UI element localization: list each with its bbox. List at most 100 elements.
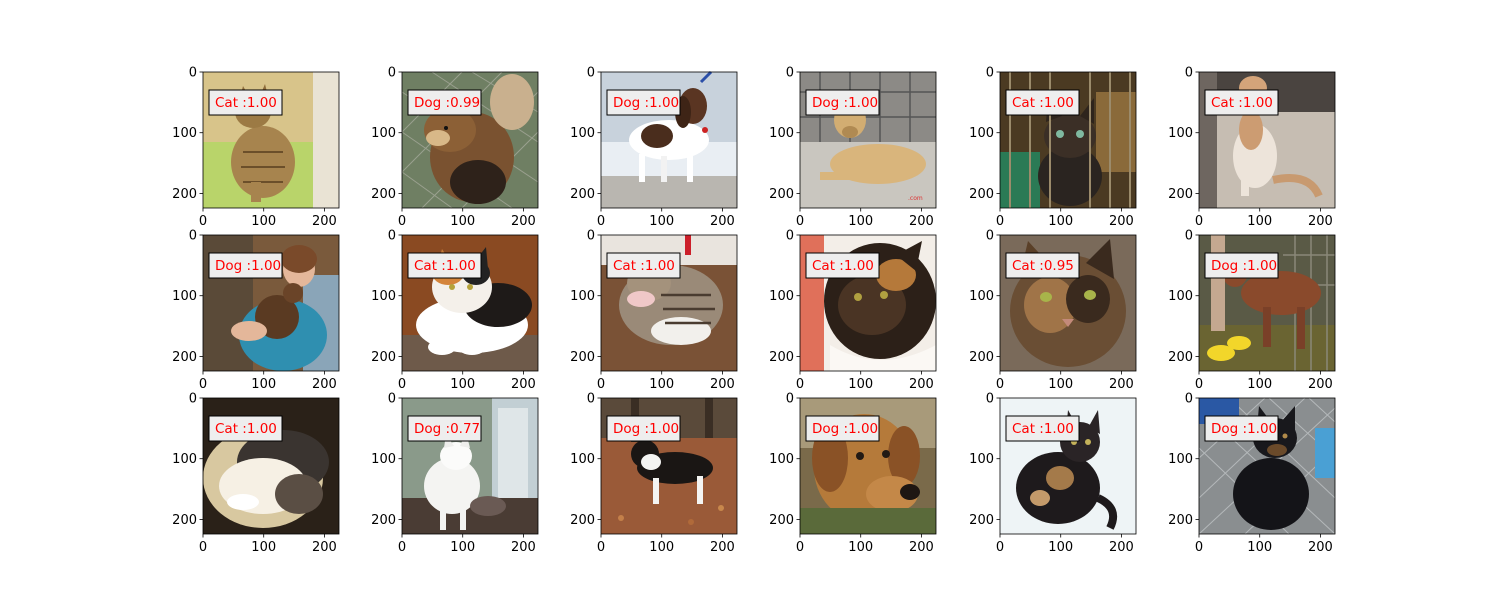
x-tick-label: 100: [1247, 377, 1272, 392]
prediction-label: Dog :1.00: [613, 95, 679, 111]
prediction-label: Dog :1.00: [1211, 258, 1277, 274]
y-tick-label: 100: [1168, 452, 1193, 467]
y-tick-label: 0: [986, 229, 994, 244]
axes-frame: [999, 71, 1137, 209]
y-tick-label: 0: [189, 66, 197, 81]
image-panel: fluffy white cat standing indoors0 100 200…: [371, 392, 539, 555]
y-tick-label: 100: [570, 289, 595, 304]
x-tick-label: 200: [710, 377, 735, 392]
y-tick-label: 0: [388, 229, 396, 244]
x-tick-label: 0: [996, 540, 1004, 555]
x-tick-label: 100: [251, 214, 276, 229]
x-tick-label: 100: [450, 540, 475, 555]
axes-frame: [799, 71, 937, 209]
image-panel: tortoiseshell kitten behind cage bars0 10…: [969, 66, 1137, 229]
y-tick-label: 100: [969, 452, 994, 467]
image-panel: black dog sitting by a chain-link fence0…: [1168, 392, 1336, 555]
y-tick-label: 200: [172, 187, 197, 202]
prediction-label-box: [805, 252, 880, 279]
image-panel: brown and white dachshund on a leash0 100…: [570, 66, 739, 229]
axes-frame: [202, 234, 340, 372]
y-tick-label: 200: [371, 350, 396, 365]
prediction-label: Dog :1.00: [613, 421, 679, 437]
image-panel: close-up of brown dog face0 100 2000100200…: [769, 392, 937, 555]
x-tick-label: 0: [398, 540, 406, 555]
y-tick-label: 0: [986, 66, 994, 81]
y-tick-label: 0: [587, 66, 595, 81]
prediction-label-box: [1204, 252, 1279, 279]
x-tick-label: 100: [1048, 540, 1073, 555]
prediction-label: Dog :1.00: [812, 421, 878, 437]
y-tick-label: 100: [769, 452, 794, 467]
x-tick-label: 200: [1109, 214, 1134, 229]
prediction-label: Dog :1.00: [215, 258, 281, 274]
prediction-label: Cat :1.00: [1211, 95, 1273, 111]
image-panel: calico cat lying on a cushion0 100 2000100…: [371, 229, 539, 392]
y-tick-label: 0: [388, 392, 396, 407]
prediction-label: Cat :1.00: [215, 421, 277, 437]
axes-frame: [1198, 71, 1336, 209]
image-panel: fluffy sable dog by a chain-link fence0 1…: [371, 66, 539, 229]
prediction-label: Cat :0.95: [1012, 258, 1074, 274]
y-tick-label: 100: [570, 126, 595, 141]
y-tick-label: 200: [1168, 187, 1193, 202]
y-tick-label: 200: [570, 350, 595, 365]
y-tick-label: 100: [172, 452, 197, 467]
axes-frame: [202, 397, 340, 535]
prediction-label: Dog :0.77: [414, 421, 480, 437]
x-tick-label: 200: [1109, 377, 1134, 392]
y-tick-label: 0: [388, 66, 396, 81]
y-tick-label: 200: [1168, 350, 1193, 365]
x-tick-label: 100: [1247, 540, 1272, 555]
image-panel: dark tortoiseshell cat sitting0 100 200010…: [969, 392, 1137, 555]
y-tick-label: 100: [172, 289, 197, 304]
y-tick-label: 200: [969, 513, 994, 528]
prediction-label-box: [805, 415, 880, 442]
y-tick-label: 100: [371, 126, 396, 141]
y-tick-label: 200: [769, 350, 794, 365]
x-tick-label: 0: [996, 214, 1004, 229]
y-tick-label: 100: [371, 452, 396, 467]
prediction-label: Cat :1.00: [1012, 421, 1074, 437]
x-tick-label: 100: [649, 214, 674, 229]
y-tick-label: 200: [969, 350, 994, 365]
x-tick-label: 0: [1195, 540, 1203, 555]
x-tick-label: 100: [848, 214, 873, 229]
y-tick-label: 200: [172, 513, 197, 528]
x-tick-label: 200: [511, 377, 536, 392]
axes-frame: [999, 397, 1137, 535]
y-tick-label: 0: [786, 229, 794, 244]
y-tick-label: 200: [371, 513, 396, 528]
axes-frame: [799, 397, 937, 535]
x-tick-label: 200: [312, 214, 337, 229]
image-panel: orange and white cat sitting on concrete…: [1168, 66, 1336, 229]
y-tick-label: 0: [1185, 66, 1193, 81]
prediction-label: Dog :0.99: [414, 95, 480, 111]
y-tick-label: 0: [1185, 392, 1193, 407]
x-tick-label: 100: [450, 214, 475, 229]
y-tick-label: 200: [371, 187, 396, 202]
axes-frame: [999, 234, 1137, 372]
x-tick-label: 200: [909, 214, 934, 229]
x-tick-label: 0: [199, 540, 207, 555]
x-tick-label: 200: [312, 377, 337, 392]
x-tick-label: 200: [1308, 377, 1333, 392]
y-tick-label: 100: [769, 126, 794, 141]
x-tick-label: 0: [597, 214, 605, 229]
y-tick-label: 200: [570, 513, 595, 528]
axes-frame: [600, 234, 738, 372]
prediction-label: Dog :1.00: [812, 95, 878, 111]
axes-frame: [600, 71, 738, 209]
axes-frame: [600, 397, 738, 535]
image-panel: woman hugging a small brown dog0 100 20001…: [172, 229, 340, 392]
y-tick-label: 0: [986, 392, 994, 407]
y-tick-label: 0: [189, 229, 197, 244]
x-tick-label: 200: [909, 377, 934, 392]
prediction-label-box: [606, 252, 681, 279]
prediction-label-box: [208, 415, 283, 442]
y-tick-label: 0: [786, 66, 794, 81]
y-tick-label: 100: [172, 126, 197, 141]
x-tick-label: 0: [996, 377, 1004, 392]
x-tick-label: 200: [710, 214, 735, 229]
